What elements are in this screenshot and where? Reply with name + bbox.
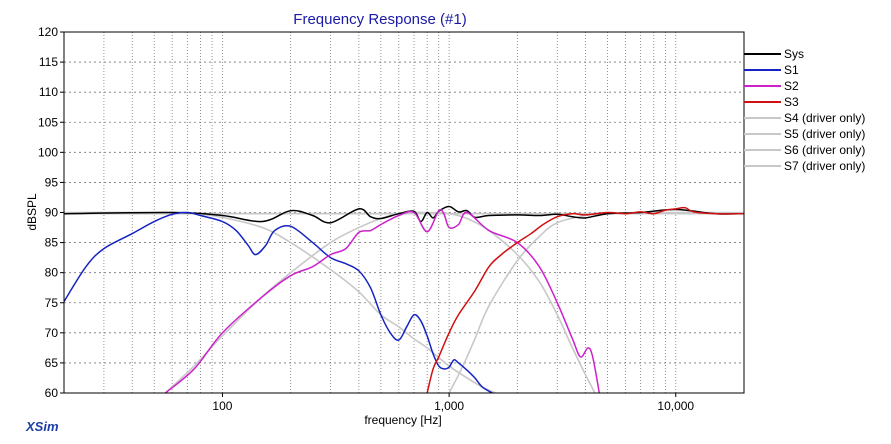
chart-title: Frequency Response (#1) bbox=[293, 11, 466, 28]
y-tick-label: 110 bbox=[39, 85, 58, 99]
y-tick-label: 95 bbox=[45, 175, 59, 189]
y-tick-label: 100 bbox=[38, 145, 58, 159]
plot-area bbox=[64, 205, 744, 393]
y-tick-label: 75 bbox=[45, 296, 59, 310]
series-line-s2 bbox=[164, 208, 601, 393]
legend-label-s6-driver-only: S6 (driver only) bbox=[784, 143, 865, 157]
x-tick-label: 10,000 bbox=[657, 399, 694, 413]
series-line-s1 bbox=[64, 211, 493, 393]
y-tick-label: 80 bbox=[45, 266, 59, 280]
x-tick-label: 100 bbox=[212, 399, 232, 413]
series-line-s4-driver-only bbox=[64, 211, 497, 393]
y-tick-label: 120 bbox=[38, 25, 58, 39]
axis-layer: 60 65 70 75 80 85 90 95 100 105 110 115 120 100 1,000 1… bbox=[38, 25, 694, 413]
y-tick-label: 65 bbox=[45, 356, 59, 370]
legend-label-s7-driver-only: S7 (driver only) bbox=[784, 159, 865, 173]
x-tick-label: 1,000 bbox=[434, 399, 464, 413]
legend-label-s3: S3 bbox=[784, 95, 799, 109]
series-line-sys bbox=[64, 205, 744, 224]
y-tick-label: 85 bbox=[45, 236, 59, 250]
y-axis-label: dBSPL bbox=[25, 193, 39, 231]
legend-label-s5-driver-only: S5 (driver only) bbox=[784, 127, 865, 141]
series-line-s3 bbox=[426, 206, 744, 393]
legend: Sys S1 S2 S3 S4 (driver only) S5 (driver only… bbox=[744, 47, 865, 173]
series-group bbox=[64, 205, 744, 393]
legend-label-s4-driver-only: S4 (driver only) bbox=[784, 111, 865, 125]
xsim-brand-label: XSim bbox=[25, 419, 59, 434]
y-tick-label: 90 bbox=[45, 206, 59, 220]
legend-label-s2: S2 bbox=[784, 79, 799, 93]
y-tick-label: 60 bbox=[45, 386, 59, 400]
x-axis-label: frequency [Hz] bbox=[364, 413, 441, 427]
y-tick-label: 70 bbox=[45, 326, 59, 340]
y-tick-label: 105 bbox=[38, 115, 58, 129]
legend-label-s1: S1 bbox=[784, 63, 799, 77]
legend-label-sys: Sys bbox=[784, 47, 804, 61]
y-tick-label: 115 bbox=[39, 55, 58, 69]
